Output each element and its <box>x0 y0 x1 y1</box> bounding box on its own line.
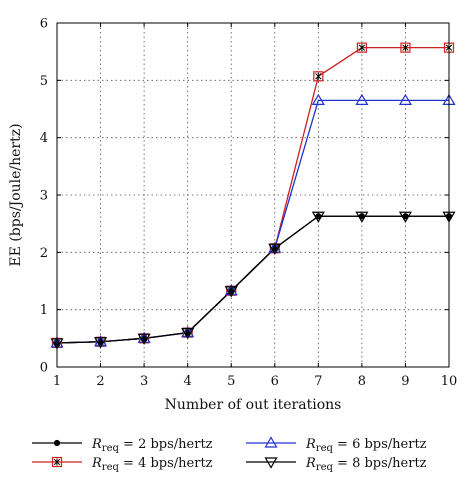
series-2-markers <box>51 42 455 349</box>
series-line <box>56 215 449 344</box>
data-point <box>268 241 282 253</box>
x-tick-label: 1 <box>53 374 61 389</box>
x-tick-label: 7 <box>314 374 322 389</box>
series-lines <box>50 42 456 350</box>
x-tick-label: 10 <box>441 374 458 389</box>
legend-label: Rreq = 2 bps/hertz <box>91 437 213 454</box>
x-tick-label: 9 <box>401 374 409 389</box>
y-tick-label: 6 <box>40 17 48 32</box>
x-axis-label: Number of out iterations <box>165 397 342 413</box>
x-tick-label: 4 <box>184 374 192 389</box>
series-3 <box>56 99 449 344</box>
data-point <box>355 93 369 106</box>
data-point <box>181 328 195 340</box>
data-point <box>94 335 108 347</box>
x-tick-label: 6 <box>271 374 279 389</box>
legend-label: Rreq = 8 bps/hertz <box>305 456 427 473</box>
x-tick-label: 8 <box>358 374 366 389</box>
y-tick-label: 5 <box>40 74 48 89</box>
data-point <box>356 42 367 53</box>
legend-item: Rreq = 8 bps/hertz <box>246 456 427 473</box>
legend-item: Rreq = 4 bps/hertz <box>32 456 213 473</box>
series-line <box>56 99 449 344</box>
data-point <box>137 331 151 343</box>
data-point <box>355 211 369 223</box>
series-4-markers <box>50 211 456 350</box>
legend-marker <box>264 457 278 469</box>
data-point <box>400 42 411 53</box>
series-1 <box>56 215 449 344</box>
legend-label: Rreq = 4 bps/hertz <box>91 456 213 473</box>
data-point <box>181 325 195 338</box>
x-tick-label: 5 <box>227 374 235 389</box>
legend-item: Rreq = 2 bps/hertz <box>32 437 213 454</box>
grid-lines <box>57 23 449 367</box>
legend-marker <box>264 436 278 448</box>
legend: Rreq = 2 bps/hertz Rreq = 4 bps/hertz Rreq… <box>32 436 427 473</box>
square-marker <box>400 42 411 53</box>
series-3-markers <box>50 93 456 348</box>
x-tick-label: 2 <box>96 374 104 389</box>
series-line <box>56 215 449 344</box>
series-4 <box>56 215 449 344</box>
square-marker <box>356 42 367 53</box>
data-point <box>224 286 238 298</box>
legend-label: Rreq = 6 bps/hertz <box>305 437 427 454</box>
legend-marker <box>51 456 63 468</box>
data-point <box>311 211 325 223</box>
y-axis-label: EE (bps/Joule/hertz) <box>8 123 24 266</box>
data-point <box>313 71 324 82</box>
y-tick-label: 2 <box>40 246 48 261</box>
data-point <box>94 337 108 349</box>
data-point <box>268 243 282 256</box>
x-tick-label: 3 <box>140 374 148 389</box>
data-point <box>398 211 412 223</box>
legend-item: Rreq = 6 bps/hertz <box>246 436 427 454</box>
data-point <box>398 93 412 106</box>
y-tick-label: 3 <box>40 189 48 204</box>
data-point <box>137 333 151 346</box>
data-point <box>224 284 238 296</box>
legend-marker <box>53 439 61 447</box>
series-1-markers <box>53 213 453 347</box>
data-point <box>311 93 325 106</box>
y-tick-label: 1 <box>40 303 48 318</box>
square-marker <box>313 71 324 82</box>
y-tick-label: 4 <box>40 131 48 146</box>
square-marker <box>51 456 63 468</box>
y-tick-label: 0 <box>40 361 48 376</box>
